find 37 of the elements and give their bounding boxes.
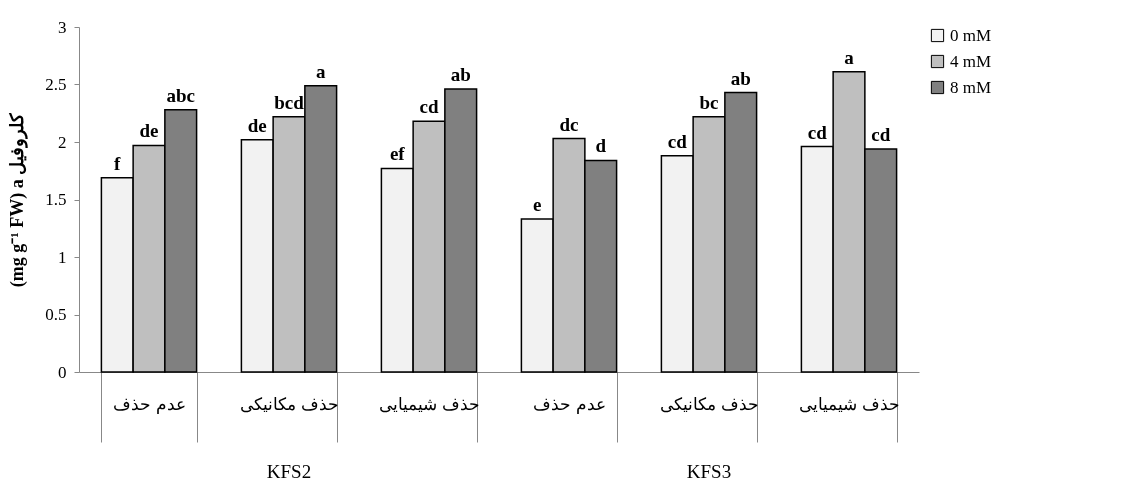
data-label: e	[533, 194, 542, 216]
data-label: ab	[730, 67, 751, 89]
y-tick-label: 0	[58, 362, 67, 382]
data-label: ab	[450, 64, 471, 86]
x-tick-label: حذف مکانیکی	[660, 394, 759, 414]
data-label: bcd	[274, 91, 305, 113]
y-tick-label: 1.5	[45, 190, 67, 209]
y-tick-label: 0.5	[45, 305, 67, 324]
data-label: a	[315, 60, 326, 82]
data-label: cd	[807, 121, 828, 143]
legend-label: 4 mM	[950, 51, 992, 71]
data-label: cd	[667, 130, 688, 152]
data-label: de	[247, 114, 267, 136]
data-label: dc	[559, 113, 579, 135]
x-tick-label: عدم حذف	[113, 394, 186, 415]
x-tick-label: حذف شیمیایی	[379, 394, 480, 414]
data-label: cd	[871, 123, 891, 145]
y-tick-label: 1	[58, 247, 67, 267]
text: KFS3	[686, 461, 732, 482]
data-label: abc	[166, 84, 195, 106]
text: KFS2	[266, 461, 312, 482]
x-tick-label: عدم حذف	[533, 394, 606, 415]
y-tick-label: 2.5	[45, 75, 67, 94]
legend-label: 8 mM	[950, 77, 992, 97]
y-tick-label: 3	[58, 17, 67, 37]
y-axis-title: (mg g⁻¹ FW) a کلروفیل	[7, 112, 29, 288]
data-label: f	[114, 152, 122, 174]
data-label: ef	[389, 143, 406, 165]
data-label: cd	[419, 96, 439, 118]
y-tick-label: 2	[58, 132, 67, 152]
legend-label: 0 mM	[950, 25, 992, 45]
data-label: d	[595, 135, 607, 157]
data-label: a	[844, 46, 855, 68]
x-tick-label: حذف شیمیایی	[799, 394, 900, 414]
data-label: de	[139, 120, 159, 142]
data-label: bc	[699, 91, 719, 113]
x-tick-label: حذف مکانیکی	[240, 394, 339, 414]
